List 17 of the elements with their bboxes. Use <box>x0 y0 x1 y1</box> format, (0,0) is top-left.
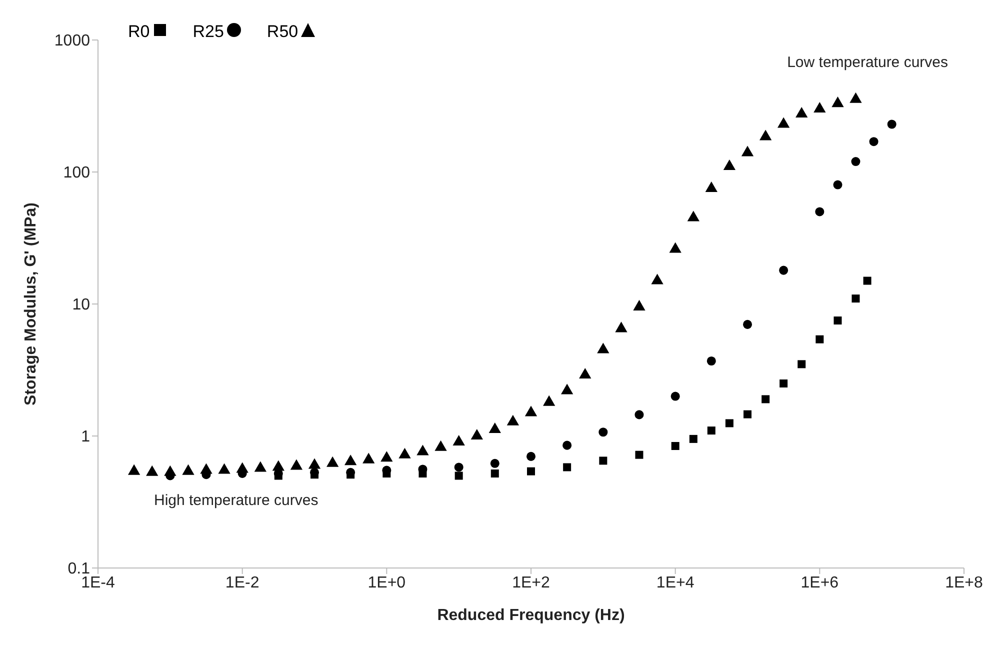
y-tick-label: 1 <box>81 428 90 446</box>
legend-label: R0 <box>128 22 151 42</box>
y-axis-title: Storage Modulus, G' (MPa) <box>22 202 40 406</box>
y-tick-label: 100 <box>63 164 90 182</box>
x-tick-label: 1E+2 <box>512 574 550 592</box>
x-tick-label: 1E+8 <box>945 574 984 592</box>
y-tick-label: 1000 <box>54 32 90 50</box>
legend-label: R25 <box>192 22 225 42</box>
annotation: Low temperature curves <box>787 54 948 71</box>
x-tick-label: 1E+4 <box>656 574 694 592</box>
y-tick-label: 10 <box>72 296 90 314</box>
x-axis-title: Reduced Frequency (Hz) <box>437 607 625 624</box>
x-tick-label: 1E+0 <box>368 574 406 592</box>
legend-label: R50 <box>266 22 300 42</box>
x-tick-label: 1E+6 <box>800 574 839 592</box>
annotation: High temperature curves <box>154 492 318 509</box>
x-tick-label: 1E-2 <box>225 574 260 592</box>
